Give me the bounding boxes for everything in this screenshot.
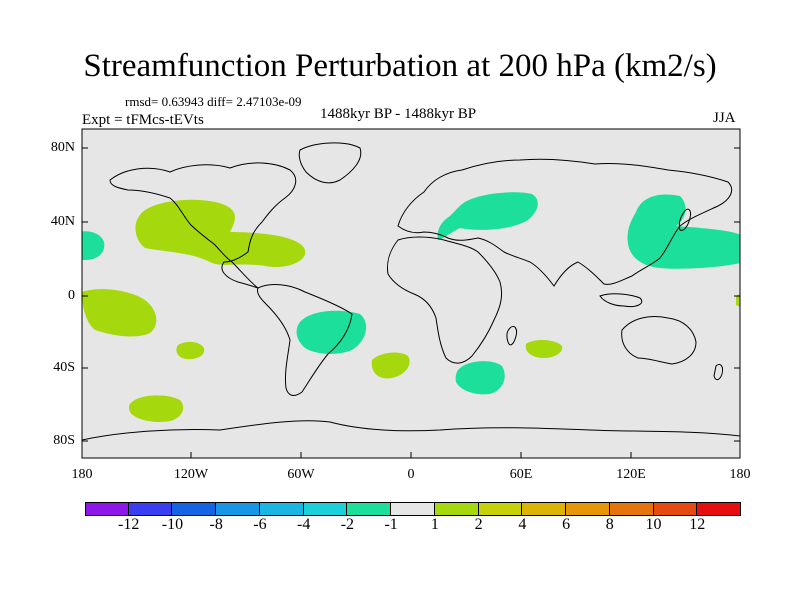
- lat-label-40n: 40N: [50, 214, 75, 229]
- map-background: [82, 129, 740, 458]
- coast-australia: [621, 316, 697, 365]
- colorbar-label: 4: [518, 516, 527, 533]
- lat-label-80s: 80S: [53, 433, 75, 448]
- coastlines: [82, 142, 740, 441]
- positive-anomaly-south-pacific: [128, 395, 184, 422]
- colorbar-cell: [85, 502, 129, 516]
- colorbar-cell: [216, 502, 260, 516]
- coast-africa: [387, 236, 503, 364]
- colorbar-label: 1: [430, 516, 439, 533]
- positive-anomaly-indian-ocean: [525, 340, 563, 358]
- figure-title: Streamfunction Perturbation at 200 hPa (…: [83, 48, 717, 84]
- negative-anomaly-west-edge: [82, 231, 105, 260]
- colorbar-label: -4: [296, 516, 311, 533]
- lat-label-40s: 40S: [53, 360, 75, 375]
- colorbar-cell: [303, 502, 348, 516]
- colorbar-cell: [478, 502, 523, 516]
- colorbar-label: 2: [474, 516, 483, 533]
- lon-label-180e: 180: [729, 467, 751, 482]
- positive-anomaly-south-pacific-small: [176, 341, 205, 360]
- lon-label-0: 0: [407, 467, 415, 482]
- lat-label-80n: 80N: [50, 140, 75, 155]
- colorbar-cell: [609, 502, 654, 516]
- coast-europe-asia: [397, 158, 733, 287]
- colorbar-label: -8: [209, 516, 223, 533]
- season-label: JJA: [713, 110, 736, 126]
- coast-madagascar: [506, 325, 517, 346]
- lon-label-60e: 60E: [509, 467, 533, 482]
- anomaly-contours: [82, 142, 740, 441]
- positive-anomaly-east-edge: [736, 294, 740, 307]
- coast-new-zealand: [713, 363, 723, 381]
- negative-anomaly-north-pacific: [627, 194, 740, 269]
- coast-japan: [678, 208, 691, 231]
- colorbar-cell: [566, 502, 610, 516]
- coast-indonesia: [599, 293, 643, 307]
- negative-anomaly-southern-ocean: [455, 361, 505, 395]
- period-label: 1488kyr BP - 1488kyr BP: [320, 106, 477, 122]
- colorbar-cell: [128, 502, 173, 516]
- colorbar-cell: [259, 502, 304, 516]
- coast-antarctica: [82, 420, 740, 441]
- colorbar-label: 12: [689, 516, 706, 533]
- lon-tick-marks: [81, 452, 741, 458]
- colorbar-label: 10: [645, 516, 662, 533]
- positive-anomaly-north-america: [135, 199, 306, 268]
- colorbar-cell: [697, 502, 741, 516]
- lon-label-120e: 120E: [616, 467, 646, 482]
- colorbar-label: -1: [384, 516, 398, 533]
- experiment-label: Expt = tFMcs-tEVts: [82, 112, 204, 128]
- colorbar-label: -2: [340, 516, 355, 533]
- colorbar-label: 6: [562, 516, 571, 533]
- colorbar-label: -6: [253, 516, 267, 533]
- colorbar-cell: [434, 502, 479, 516]
- coast-north-america: [109, 162, 297, 289]
- negative-anomaly-south-america: [296, 310, 367, 354]
- colorbar-cell: [347, 502, 392, 516]
- colorbar-cell: [522, 502, 567, 516]
- colorbar-label: -10: [161, 516, 184, 533]
- lon-label-180w: 180: [71, 467, 93, 482]
- lat-tick-marks: [82, 147, 740, 442]
- colorbar-label: -12: [118, 516, 140, 533]
- negative-anomaly-eurasia: [437, 192, 538, 240]
- colorbar-cell: [172, 502, 217, 516]
- rmsd-stats: rmsd= 0.63943 diff= 2.47103e-09: [125, 94, 302, 109]
- colorbar-cell: [391, 502, 435, 516]
- colorbar-cell: [653, 502, 698, 516]
- coast-greenland: [298, 142, 362, 184]
- positive-anomaly-west-pacific-equator: [82, 289, 157, 337]
- lon-label-60w: 60W: [287, 467, 315, 482]
- lat-label-0: 0: [68, 288, 75, 303]
- lon-label-120w: 120W: [173, 467, 209, 482]
- positive-anomaly-south-atlantic: [371, 352, 410, 379]
- coast-south-america: [257, 284, 353, 396]
- colorbar-label: 8: [605, 516, 614, 533]
